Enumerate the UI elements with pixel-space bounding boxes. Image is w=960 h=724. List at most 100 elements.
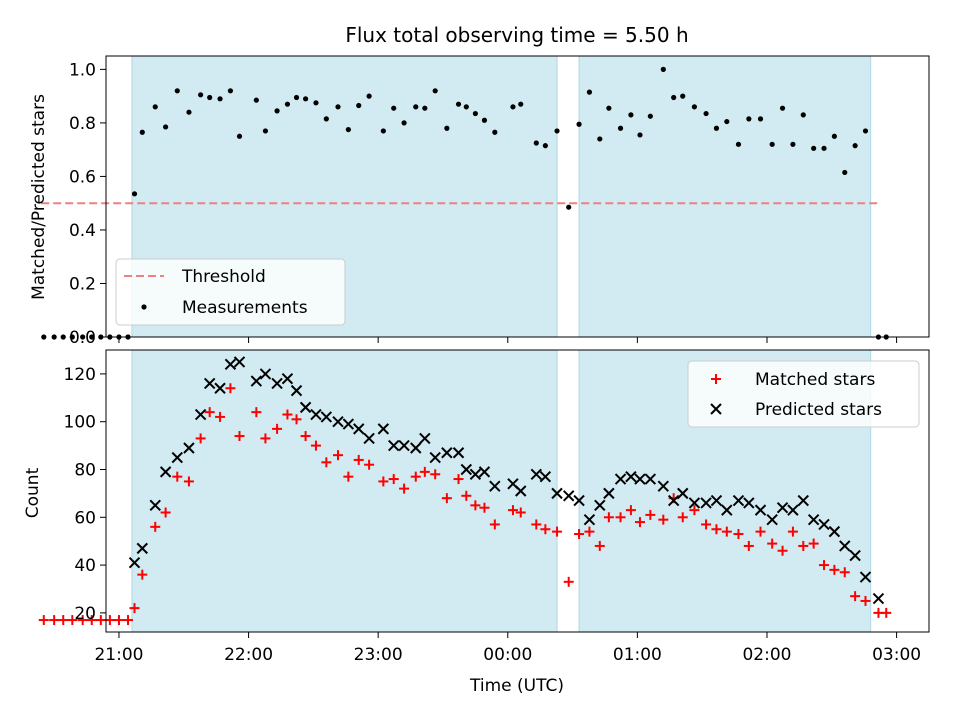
measurement-point: [323, 116, 329, 122]
predicted-marker-b: [839, 540, 851, 552]
matched-star-point: [850, 591, 861, 602]
measurement-point: [236, 133, 243, 139]
predicted-marker-b: [732, 494, 745, 507]
matched-star-point: [767, 538, 778, 549]
matched-star-point: [808, 538, 819, 549]
predicted-star-point: [363, 432, 375, 445]
predicted-star-point: [250, 375, 263, 387]
measurement-point: [227, 88, 234, 94]
predicted-marker-b: [818, 518, 830, 531]
matched-star-point: [86, 615, 97, 626]
measurement-point: [617, 125, 624, 131]
measurement-point: [313, 100, 319, 106]
measurement-points: [41, 66, 889, 340]
measurement-point: [554, 128, 560, 134]
measurement-point: [139, 129, 145, 135]
measurement-point: [89, 334, 95, 340]
measurement-point: [628, 112, 634, 118]
predicted-marker-b: [787, 504, 799, 516]
measurement-point: [724, 118, 730, 125]
measurement-point: [174, 88, 180, 94]
predicted-star-point: [872, 592, 885, 605]
measurement-point: [576, 121, 582, 127]
predicted-marker-b: [363, 432, 375, 445]
predicted-star-point: [603, 487, 615, 500]
matched-star-point: [430, 469, 441, 480]
bottom-legend-frame: [687, 360, 920, 428]
matched-star-point: [733, 529, 744, 540]
predicted-star-point: [594, 499, 606, 512]
measurement-point: [757, 116, 764, 122]
predicted-star-point: [377, 423, 390, 435]
predicted-star-point: [353, 423, 365, 435]
top-legend-frame: [115, 258, 346, 326]
matched-star-point: [819, 560, 830, 571]
matched-star-point: [183, 476, 194, 487]
matched-star-point: [129, 603, 140, 614]
predicted-star-point: [530, 468, 543, 480]
bottom-x-tick-label: 23:00: [354, 645, 403, 665]
measurement-point: [481, 117, 488, 123]
matched-star-point: [453, 474, 464, 485]
predicted-marker-b: [625, 470, 637, 483]
predicted-marker-b: [859, 571, 872, 583]
measurement-point: [660, 66, 666, 72]
matched-star-point: [137, 569, 148, 580]
matched-star-point: [234, 431, 245, 442]
predicted-marker-b: [710, 494, 723, 507]
measurement-point: [253, 97, 259, 103]
bottom-x-tick-label: 03:00: [872, 645, 921, 665]
predicted-star-point: [489, 480, 501, 492]
predicted-star-point: [807, 513, 820, 526]
predicted-marker-b: [159, 466, 172, 478]
predicted-star-point: [657, 480, 670, 492]
bottom-x-tick-label: 22:00: [224, 645, 273, 665]
predicted-marker-b: [281, 372, 294, 385]
bottom-x-tick-label: 02:00: [742, 645, 791, 665]
measurement-point: [293, 94, 300, 101]
predicted-marker-b: [507, 478, 519, 490]
measurement-point: [207, 94, 213, 101]
matched-star-point: [829, 564, 840, 575]
predicted-star-point: [688, 497, 701, 509]
matched-star-point: [563, 576, 574, 587]
top-y-tick-label: 0.4: [69, 221, 96, 241]
matched-star-point: [839, 567, 850, 578]
predicted-star-point: [469, 468, 482, 480]
predicted-star-point: [281, 372, 294, 385]
predicted-star-point: [797, 494, 809, 507]
matched-star-point: [150, 521, 161, 532]
predicted-marker-b: [594, 499, 606, 512]
matched-star-point: [260, 433, 271, 444]
predicted-marker-b: [441, 447, 453, 459]
matched-star-point: [49, 615, 60, 626]
predicted-marker-b: [419, 432, 431, 445]
matched-star-point: [123, 615, 134, 626]
predicted-marker-b: [398, 439, 410, 452]
predicted-marker-b: [410, 442, 422, 454]
predicted-marker-b: [342, 418, 355, 430]
measurement-point: [811, 145, 817, 151]
predicted-star-point: [441, 447, 453, 459]
predicted-marker-b: [194, 408, 207, 421]
top-x-axis: [118, 337, 898, 343]
matched-star-point: [755, 526, 766, 537]
matched-star-point: [507, 505, 518, 516]
matched-star-point: [321, 457, 332, 468]
count-points: [38, 356, 892, 626]
matched-star-point: [378, 476, 389, 487]
predicted-marker-b: [634, 473, 646, 485]
predicted-marker-b: [539, 470, 552, 483]
bottom-y-tick-label: 40: [74, 556, 96, 576]
matched-star-point: [388, 474, 399, 485]
matched-star-point: [677, 512, 688, 523]
matched-star-point: [419, 466, 430, 477]
matched-star-point: [470, 500, 481, 511]
predicted-star-point: [342, 418, 355, 430]
measurement-point: [401, 120, 407, 126]
matched-star-point: [743, 540, 754, 551]
chart-title: Flux total observing time = 5.50 h: [345, 23, 688, 47]
matched-star-point: [410, 471, 421, 482]
predicted-star-point: [787, 504, 799, 516]
predicted-marker-b: [754, 504, 767, 516]
